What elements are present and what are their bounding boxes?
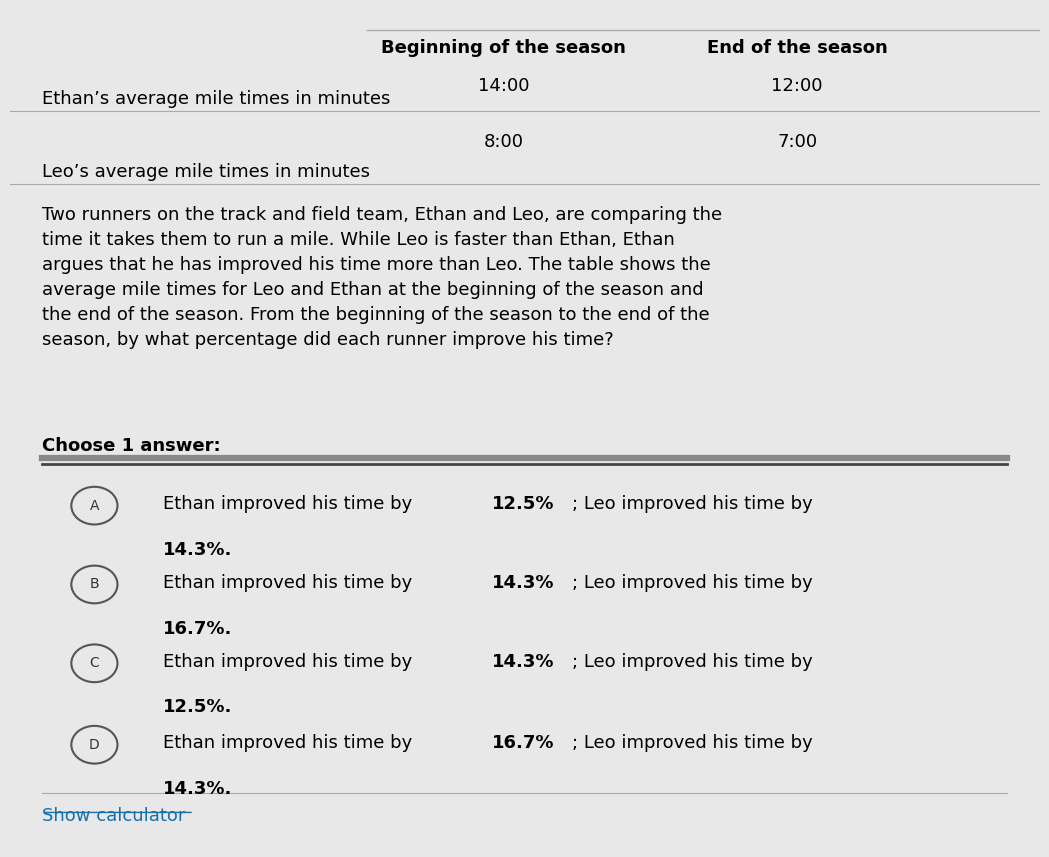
- Text: C: C: [89, 656, 100, 670]
- Text: Choose 1 answer:: Choose 1 answer:: [42, 437, 220, 455]
- Text: ; Leo improved his time by: ; Leo improved his time by: [573, 495, 813, 513]
- Text: Leo’s average mile times in minutes: Leo’s average mile times in minutes: [42, 163, 370, 181]
- Text: 14.3%.: 14.3%.: [163, 780, 232, 798]
- Text: Ethan improved his time by: Ethan improved his time by: [163, 495, 418, 513]
- Text: Ethan improved his time by: Ethan improved his time by: [163, 653, 418, 671]
- Text: 8:00: 8:00: [484, 133, 523, 151]
- Text: Ethan improved his time by: Ethan improved his time by: [163, 734, 418, 752]
- Text: Beginning of the season: Beginning of the season: [381, 39, 626, 57]
- Text: 12:00: 12:00: [771, 77, 823, 95]
- Text: 12.5%: 12.5%: [492, 495, 554, 513]
- Text: 14:00: 14:00: [477, 77, 530, 95]
- Text: ; Leo improved his time by: ; Leo improved his time by: [573, 734, 813, 752]
- Text: Ethan improved his time by: Ethan improved his time by: [163, 574, 418, 592]
- Text: 16.7%: 16.7%: [492, 734, 554, 752]
- Text: 14.3%: 14.3%: [492, 574, 554, 592]
- Text: Ethan’s average mile times in minutes: Ethan’s average mile times in minutes: [42, 90, 390, 108]
- Text: 14.3%: 14.3%: [492, 653, 554, 671]
- Text: D: D: [89, 738, 100, 752]
- Text: ; Leo improved his time by: ; Leo improved his time by: [573, 653, 813, 671]
- Text: End of the season: End of the season: [707, 39, 887, 57]
- Text: Two runners on the track and field team, Ethan and Leo, are comparing the
time i: Two runners on the track and field team,…: [42, 206, 722, 349]
- Text: 12.5%.: 12.5%.: [163, 698, 232, 716]
- Text: B: B: [89, 578, 100, 591]
- Text: ; Leo improved his time by: ; Leo improved his time by: [573, 574, 813, 592]
- Text: Show calculator: Show calculator: [42, 807, 186, 825]
- Text: 16.7%.: 16.7%.: [163, 620, 232, 638]
- Text: 7:00: 7:00: [777, 133, 817, 151]
- Text: A: A: [89, 499, 100, 512]
- Text: 14.3%.: 14.3%.: [163, 541, 232, 559]
